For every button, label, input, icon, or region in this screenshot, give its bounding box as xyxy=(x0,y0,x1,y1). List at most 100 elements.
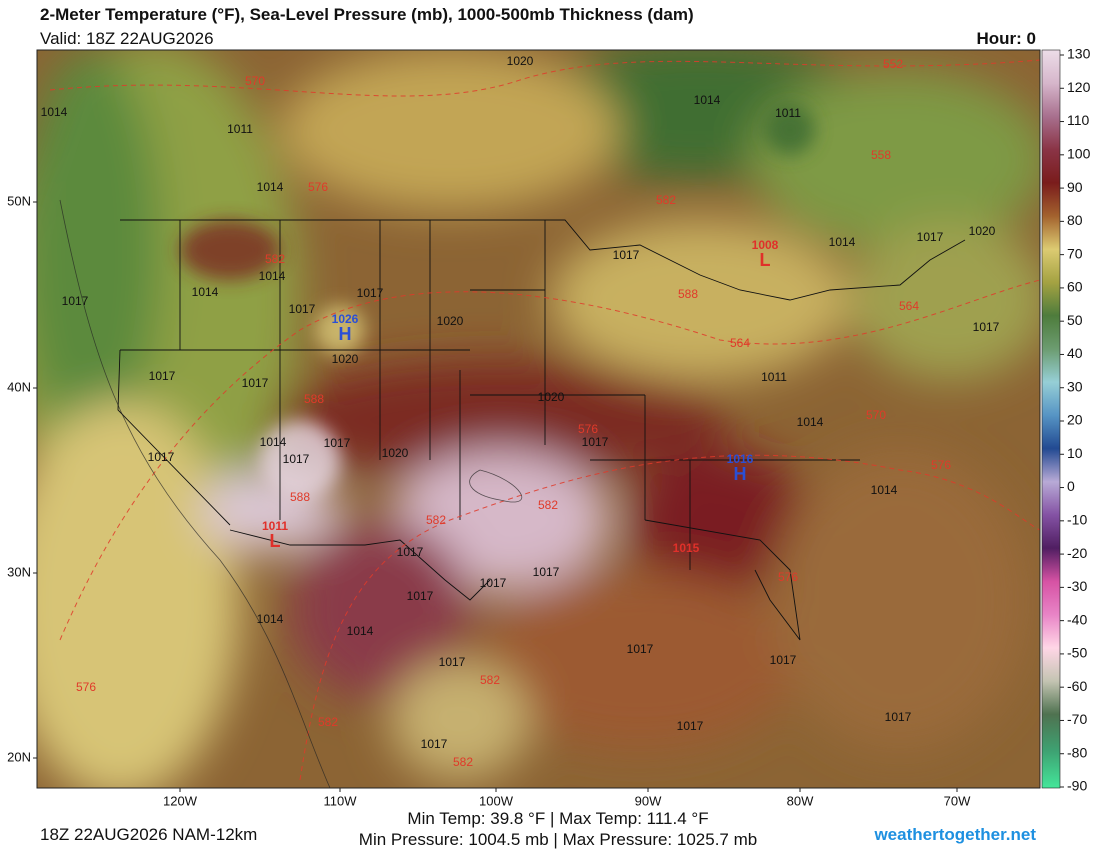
thickness-label: 582 xyxy=(656,193,676,207)
colorbar-label: 10 xyxy=(1067,445,1083,461)
pressure-label: 1017 xyxy=(677,719,704,733)
colorbar-label: 20 xyxy=(1067,412,1083,428)
center-letter: L xyxy=(760,250,771,270)
lon-label: 70W xyxy=(944,793,971,808)
thickness-label: 570 xyxy=(866,408,886,422)
colorbar-label: 40 xyxy=(1067,345,1083,361)
colorbar-label: -80 xyxy=(1067,744,1087,760)
pressure-range: Min Pressure: 1004.5 mb | Max Pressure: … xyxy=(359,830,757,849)
pressure-label: 1017 xyxy=(283,452,310,466)
pressure-label: 1017 xyxy=(582,435,609,449)
pressure-label: 1017 xyxy=(885,710,912,724)
thickness-label: 588 xyxy=(290,490,310,504)
thickness-label: 576 xyxy=(778,570,798,584)
center-value: 1008 xyxy=(752,238,779,252)
lon-label: 110W xyxy=(324,793,358,808)
center-letter: H xyxy=(339,324,352,344)
site-link[interactable]: weathertogether.net xyxy=(873,825,1036,844)
lat-label: 20N xyxy=(7,749,31,764)
lat-label: 50N xyxy=(7,193,31,208)
colorbar-label: 110 xyxy=(1067,112,1090,128)
pressure-label: 1011 xyxy=(775,106,801,120)
thickness-label: 576 xyxy=(931,458,951,472)
center-value: 1026 xyxy=(332,312,359,326)
model-run: 18Z 22AUG2026 NAM-12km xyxy=(40,825,257,844)
lat-label: 40N xyxy=(7,379,31,394)
thickness-label: 582 xyxy=(538,498,558,512)
colorbar-label: 90 xyxy=(1067,179,1083,195)
lon-label: 80W xyxy=(787,793,814,808)
colorbar-label: 130 xyxy=(1067,46,1091,62)
title: 2-Meter Temperature (°F), Sea-Level Pres… xyxy=(40,5,694,24)
pressure-label: 1017 xyxy=(613,248,640,262)
pressure-label: 1017 xyxy=(770,653,797,667)
thickness-label: 558 xyxy=(871,148,891,162)
pressure-label: 1011 xyxy=(227,122,253,136)
thickness-label: 582 xyxy=(480,673,500,687)
thickness-label: 582 xyxy=(453,755,473,769)
thickness-label: 582 xyxy=(426,513,446,527)
thickness-label: 576 xyxy=(578,422,598,436)
pressure-label: 1014 xyxy=(259,269,286,283)
thickness-label: 588 xyxy=(304,392,324,406)
pressure-label: 1020 xyxy=(382,446,409,460)
pressure-label: 1017 xyxy=(917,230,944,244)
pressure-label: 1017 xyxy=(533,565,560,579)
pressure-label: 1020 xyxy=(332,352,359,366)
thickness-label: 588 xyxy=(678,287,698,301)
pressure-label: 1017 xyxy=(439,655,466,669)
colorbar-label: -70 xyxy=(1067,711,1087,727)
pressure-label: 1020 xyxy=(969,224,996,238)
lon-label: 120W xyxy=(163,793,198,808)
thickness-label: 564 xyxy=(730,336,750,350)
colorbar-label: 70 xyxy=(1067,245,1083,261)
lon-label: 100W xyxy=(479,793,514,808)
colorbar-label: -10 xyxy=(1067,512,1087,528)
colorbar-label: 100 xyxy=(1067,146,1091,162)
center-value: 1016 xyxy=(727,452,754,466)
pressure-label: 1020 xyxy=(437,314,464,328)
thickness-label: 582 xyxy=(265,252,285,266)
pressure-label: 1017 xyxy=(480,576,507,590)
pressure-label: 1020 xyxy=(538,390,565,404)
pressure-label: 1017 xyxy=(62,294,89,308)
colorbar-label: -30 xyxy=(1067,578,1087,594)
forecast-hour: Hour: 0 xyxy=(977,29,1037,48)
pressure-label: 1014 xyxy=(257,180,284,194)
colorbar-label: -50 xyxy=(1067,645,1087,661)
center-value: 1015 xyxy=(673,541,700,555)
colorbar-label: -20 xyxy=(1067,545,1087,561)
lat-label: 30N xyxy=(7,564,31,579)
pressure-label: 1014 xyxy=(797,415,824,429)
colorbar-label: 50 xyxy=(1067,312,1083,328)
colorbar-label: 60 xyxy=(1067,279,1083,295)
colorbar-label: -60 xyxy=(1067,678,1087,694)
map xyxy=(37,50,1040,788)
colorbar-label: -90 xyxy=(1067,778,1087,794)
pressure-label: 1014 xyxy=(41,105,68,119)
pressure-label: 1017 xyxy=(242,376,269,390)
pressure-label: 1014 xyxy=(347,624,374,638)
colorbar-label: 0 xyxy=(1067,478,1075,494)
thickness-label: 570 xyxy=(245,74,265,88)
pressure-label: 1011 xyxy=(761,370,787,384)
pressure-label: 1017 xyxy=(407,589,434,603)
colorbar xyxy=(1041,49,1061,789)
pressure-label: 1014 xyxy=(871,483,898,497)
thickness-label: 582 xyxy=(318,715,338,729)
pressure-label: 1017 xyxy=(324,436,351,450)
pressure-label: 1017 xyxy=(973,320,1000,334)
thickness-label: 576 xyxy=(76,680,96,694)
colorbar-label: 80 xyxy=(1067,212,1083,228)
temp-range: Min Temp: 39.8 °F | Max Temp: 111.4 °F xyxy=(407,809,708,828)
pressure-label: 1014 xyxy=(694,93,721,107)
pressure-label: 1014 xyxy=(192,285,219,299)
colorbar-label: 120 xyxy=(1067,79,1091,95)
pressure-label: 1017 xyxy=(397,545,424,559)
boundaries xyxy=(117,219,966,641)
thickness-label: 576 xyxy=(308,180,328,194)
lon-label: 90W xyxy=(635,793,662,808)
pressure-label: 1014 xyxy=(260,435,287,449)
